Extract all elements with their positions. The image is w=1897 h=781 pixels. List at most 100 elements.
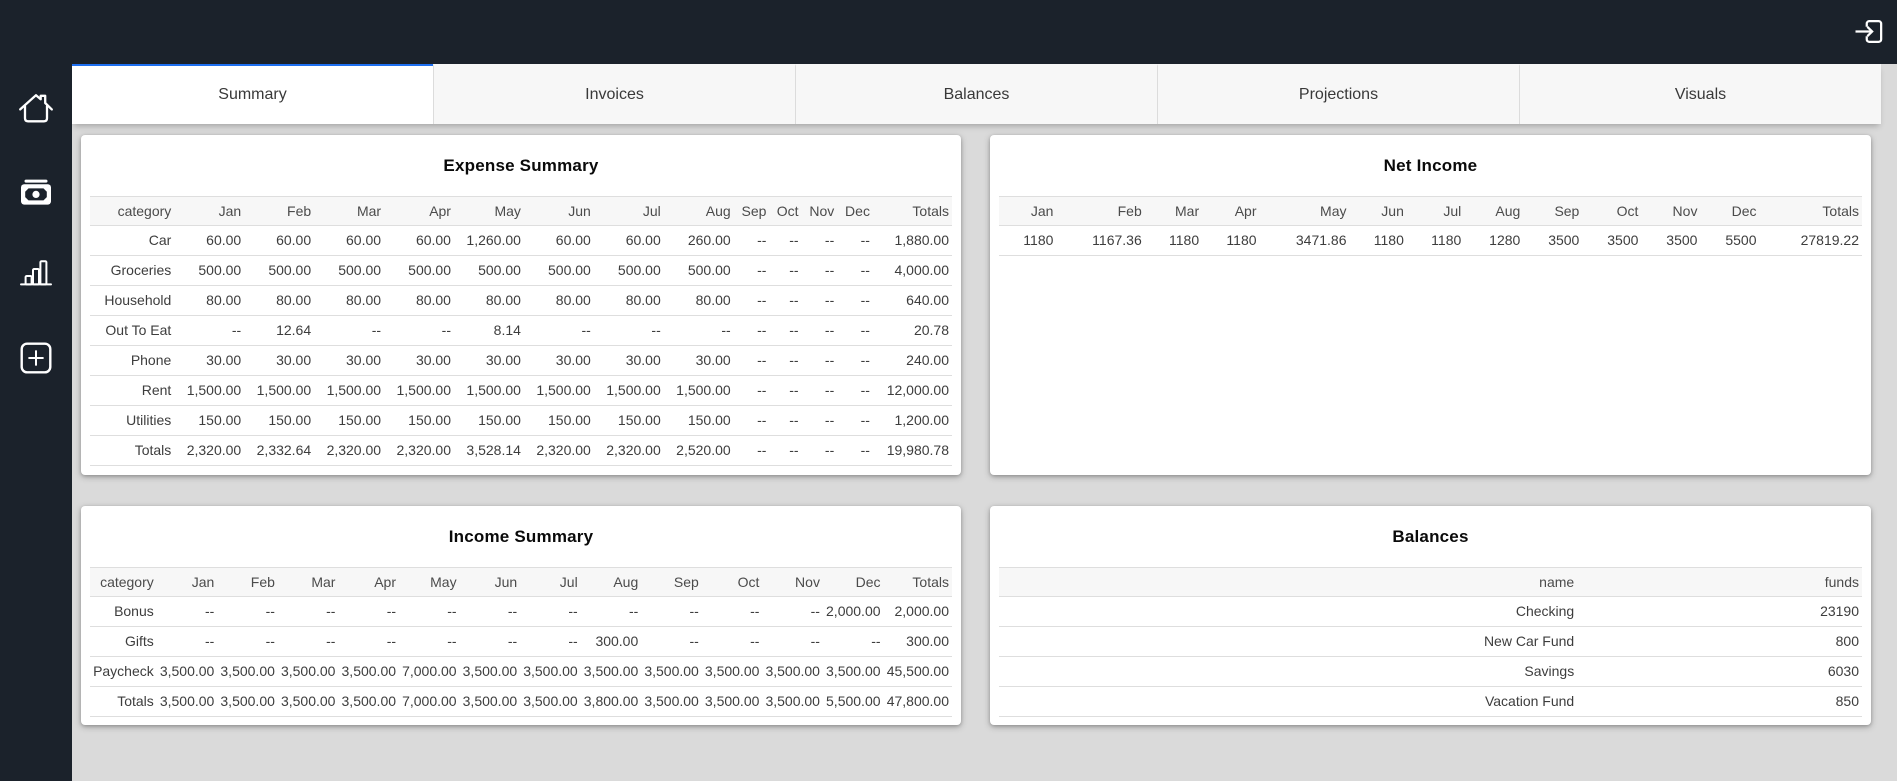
column-header: Dec [1731,203,1757,219]
table-cell: -- [824,352,835,368]
table-row: Gifts -- -- -- -- -- -- -- 300.00 -- -- -- -- 300.00 [90,627,952,657]
table-row: Utilities 150.00 150.00 150.00 150.00 150.00 1… [90,406,952,436]
table-cell: 60.00 [415,232,451,248]
table-cell: 1180 [1431,232,1462,248]
table-cell: 4,000.00 [894,262,950,278]
table-cell: 20.78 [913,322,949,338]
column-header: category [117,203,172,219]
table-cell: 3,500.00 [523,693,578,709]
table-cell: Savings [1524,663,1575,679]
column-header: Jul [1443,203,1462,219]
table-cell: 3,528.14 [466,442,521,458]
table-cell: Phone [130,352,172,368]
table-row: New Car Fund 800 [999,627,1862,657]
table-header-row: name funds [999,567,1862,597]
table-cell: -- [757,232,767,248]
table-cell: 60.00 [276,232,312,248]
table-cell: 850 [1835,693,1859,709]
table-cell: -- [810,603,820,619]
column-header: Sep [673,574,699,590]
table-cell: -- [789,322,799,338]
tab-projections[interactable]: Projections [1157,64,1519,124]
table-cell: 3,500.00 [644,663,699,679]
table-row: Totals 3,500.00 3,500.00 3,500.00 3,500.00 7,… [90,687,952,717]
tab-invoices[interactable]: Invoices [433,64,795,124]
table-cell: 2,332.64 [256,442,312,458]
table-cell: 1,500.00 [676,382,731,398]
table-cell: 30.00 [625,352,661,368]
column-header: Feb [250,574,275,590]
table-cell: -- [757,382,767,398]
balances-title: Balances [1392,526,1469,546]
column-header: Oct [737,574,760,590]
column-header: Oct [1616,203,1639,219]
table-cell: 12.64 [276,322,312,338]
table-row: Phone 30.00 30.00 30.00 30.00 30.00 30.00 30.00… [90,346,952,376]
tab-visuals[interactable]: Visuals [1519,64,1881,124]
tab-balances[interactable]: Balances [795,64,1157,124]
table-cell: 3500 [1666,232,1698,248]
table-cell: Totals [117,693,154,709]
table-cell: -- [750,633,760,649]
card-income-summary: Income Summary category Jan Feb Mar Apr May Ju… [81,506,961,725]
sidebar-item-home[interactable] [0,88,72,128]
column-header: Jun [1381,203,1404,219]
table-cell: 1,500.00 [466,382,521,398]
column-header: Jun [494,574,518,590]
tab-summary[interactable]: Summary [72,64,433,124]
table-cell: -- [789,382,799,398]
table-cell: -- [757,352,767,368]
login-button[interactable] [1853,18,1885,45]
table-cell: -- [689,603,699,619]
column-header: Dec [855,574,881,590]
table-cell: Bonus [114,603,154,619]
table-cell: 2,320.00 [186,442,242,458]
table-row: Out To Eat -- 12.64 -- -- 8.14 -- -- -- -- -- -- -- 2… [90,316,952,346]
sidebar-item-cash[interactable] [0,172,72,212]
column-header: Nov [795,574,820,590]
table-cell: 45,500.00 [886,663,949,679]
table-cell: 27819.22 [1800,232,1859,248]
table-cell: 60.00 [625,232,661,248]
table-cell: 2,320.00 [606,442,661,458]
table-cell: 1,500.00 [256,382,312,398]
table-row: 1180 1167.36 1180 1180 3471.86 1180 1180 1280 35… [999,226,1862,256]
table-cell: 150.00 [478,412,521,428]
table-cell: -- [810,633,820,649]
table-cell: -- [581,322,591,338]
column-header: Jul [642,203,661,219]
table-cell: 1,500.00 [186,382,242,398]
table-cell: 80.00 [695,292,731,308]
sidebar-item-add[interactable] [0,338,72,378]
column-header: Aug [613,574,639,590]
column-header: Dec [845,203,870,219]
table-cell: 2,000.00 [894,603,950,619]
table-cell: 3,800.00 [583,693,639,709]
table-cell: -- [789,262,799,278]
tab-bar: Summary Invoices Balances Projections Vi… [72,64,1881,124]
table-cell: -- [789,232,799,248]
table-cell: 3,500.00 [644,693,699,709]
table-cell: 800 [1835,633,1859,649]
table-row: Car 60.00 60.00 60.00 60.00 1,260.00 60.00 60.0… [90,226,952,256]
column-header: Jun [568,203,591,219]
table-cell: 150.00 [687,412,731,428]
table-cell: -- [824,292,835,308]
table-cell: -- [824,382,835,398]
table-cell: 3,500.00 [826,663,881,679]
column-header: Oct [776,203,799,219]
table-cell: 1,500.00 [396,382,451,398]
table-cell: -- [265,603,275,619]
table-cell: 260.00 [687,232,731,248]
table-cell: -- [441,322,451,338]
table-cell: 12,000.00 [886,382,949,398]
table-cell: 2,320.00 [326,442,382,458]
table-cell: 60.00 [206,232,242,248]
sidebar-item-chart[interactable] [0,252,72,292]
table-cell: 3500 [1548,232,1580,248]
table-cell: 3,500.00 [765,663,820,679]
table-cell: 1,500.00 [606,382,661,398]
table-cell: New Car Fund [1483,633,1575,649]
table-cell: Vacation Fund [1484,693,1575,709]
table-cell: -- [750,603,760,619]
